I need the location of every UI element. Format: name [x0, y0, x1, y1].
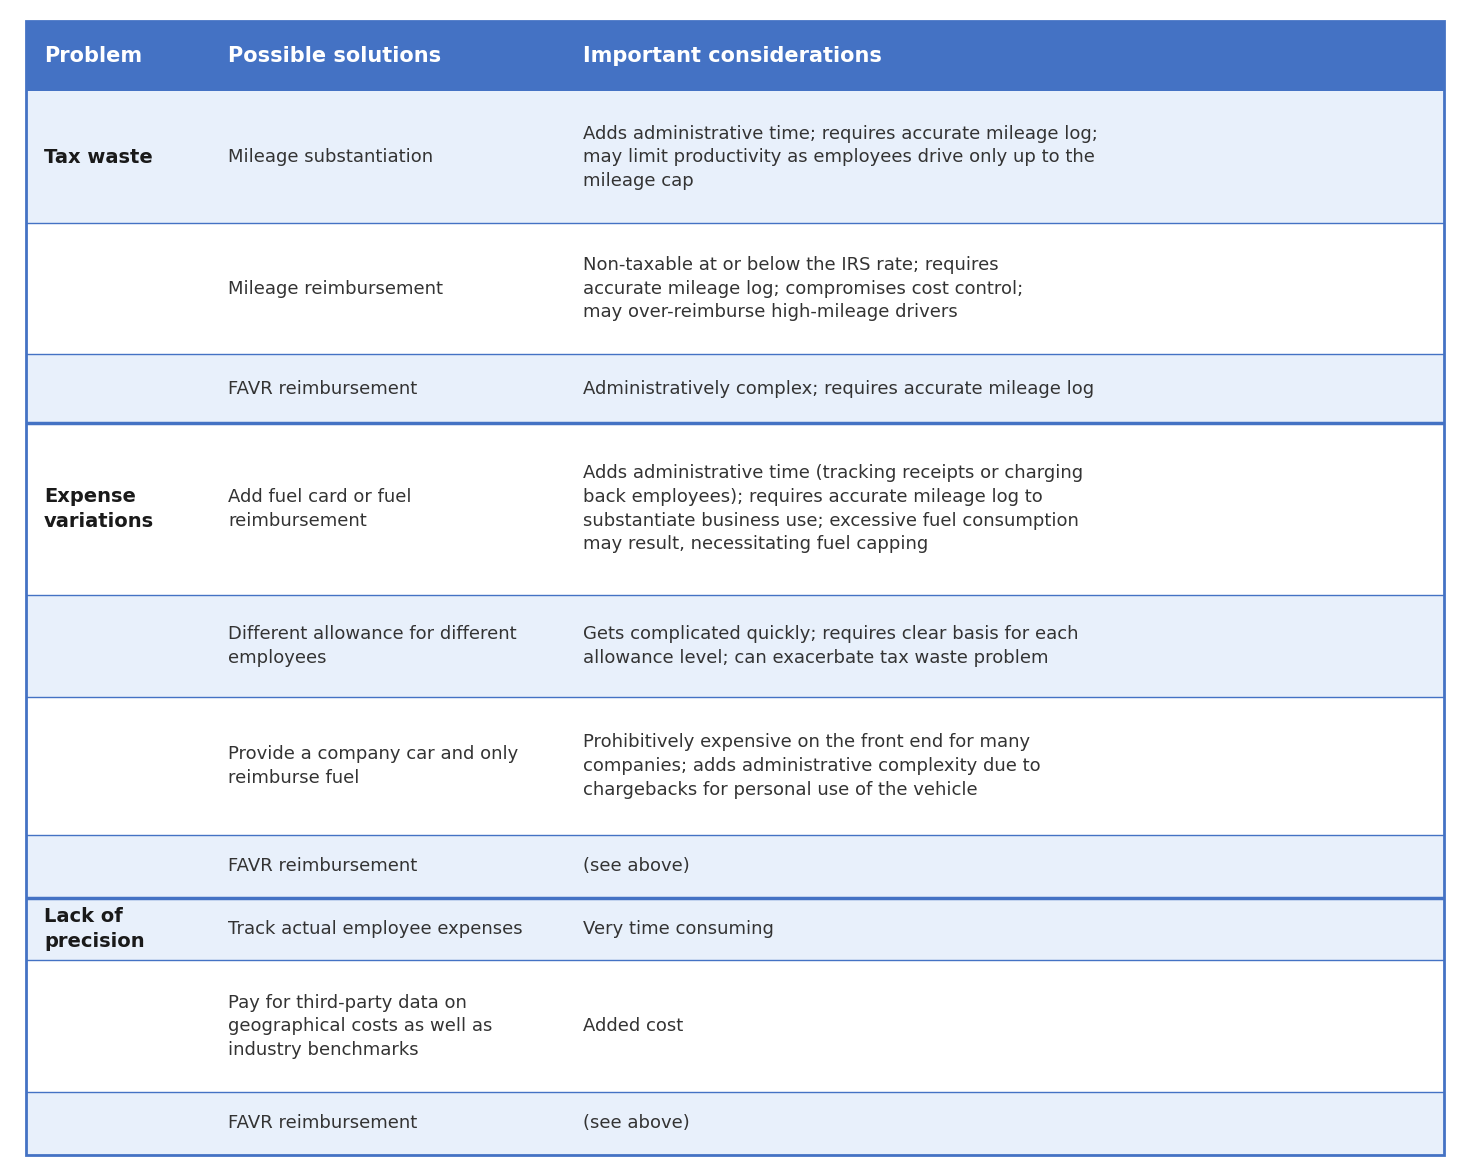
Bar — [26, 1093, 1444, 1155]
Text: Lack of
precision: Lack of precision — [44, 907, 144, 951]
Text: Tax waste: Tax waste — [44, 148, 153, 167]
Text: Administratively complex; requires accurate mileage log: Administratively complex; requires accur… — [582, 380, 1094, 397]
Text: Different allowance for different
employees: Different allowance for different employ… — [228, 626, 517, 667]
Text: Pay for third-party data on
geographical costs as well as
industry benchmarks: Pay for third-party data on geographical… — [228, 994, 492, 1058]
Text: Mileage substantiation: Mileage substantiation — [228, 148, 434, 166]
Text: Track actual employee expenses: Track actual employee expenses — [228, 920, 523, 938]
Text: (see above): (see above) — [582, 857, 689, 875]
Bar — [26, 354, 1444, 423]
Text: Important considerations: Important considerations — [582, 46, 882, 66]
Text: Provide a company car and only
reimburse fuel: Provide a company car and only reimburse… — [228, 746, 519, 787]
Text: Mileage reimbursement: Mileage reimbursement — [228, 280, 444, 298]
Bar — [26, 21, 1444, 92]
Bar — [26, 223, 1444, 354]
Bar — [26, 697, 1444, 835]
Text: Prohibitively expensive on the front end for many
companies; adds administrative: Prohibitively expensive on the front end… — [582, 734, 1041, 799]
Bar — [26, 897, 1444, 961]
Text: Very time consuming: Very time consuming — [582, 920, 773, 938]
Text: Add fuel card or fuel
reimbursement: Add fuel card or fuel reimbursement — [228, 488, 412, 529]
Bar — [26, 835, 1444, 897]
Text: Non-taxable at or below the IRS rate; requires
accurate mileage log; compromises: Non-taxable at or below the IRS rate; re… — [582, 256, 1023, 321]
Text: Adds administrative time (tracking receipts or charging
back employees); require: Adds administrative time (tracking recei… — [582, 465, 1083, 553]
Text: FAVR reimbursement: FAVR reimbursement — [228, 857, 417, 875]
Bar — [26, 423, 1444, 595]
Bar — [26, 961, 1444, 1093]
Text: Adds administrative time; requires accurate mileage log;
may limit productivity : Adds administrative time; requires accur… — [582, 125, 1098, 189]
Text: Expense
variations: Expense variations — [44, 487, 154, 530]
Text: (see above): (see above) — [582, 1115, 689, 1132]
Text: Problem: Problem — [44, 46, 143, 66]
Text: Possible solutions: Possible solutions — [228, 46, 441, 66]
Text: Gets complicated quickly; requires clear basis for each
allowance level; can exa: Gets complicated quickly; requires clear… — [582, 626, 1078, 667]
Bar — [26, 595, 1444, 697]
Text: Added cost: Added cost — [582, 1017, 684, 1035]
Text: FAVR reimbursement: FAVR reimbursement — [228, 1115, 417, 1132]
Text: FAVR reimbursement: FAVR reimbursement — [228, 380, 417, 397]
Bar — [26, 92, 1444, 223]
